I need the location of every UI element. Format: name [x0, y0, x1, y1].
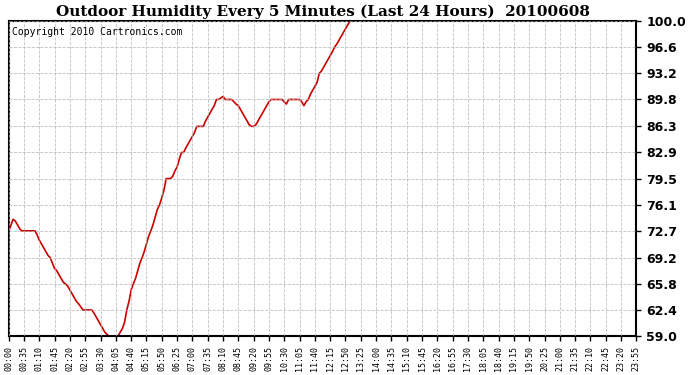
Title: Outdoor Humidity Every 5 Minutes (Last 24 Hours)  20100608: Outdoor Humidity Every 5 Minutes (Last 2… [55, 4, 589, 18]
Text: Copyright 2010 Cartronics.com: Copyright 2010 Cartronics.com [12, 27, 182, 38]
